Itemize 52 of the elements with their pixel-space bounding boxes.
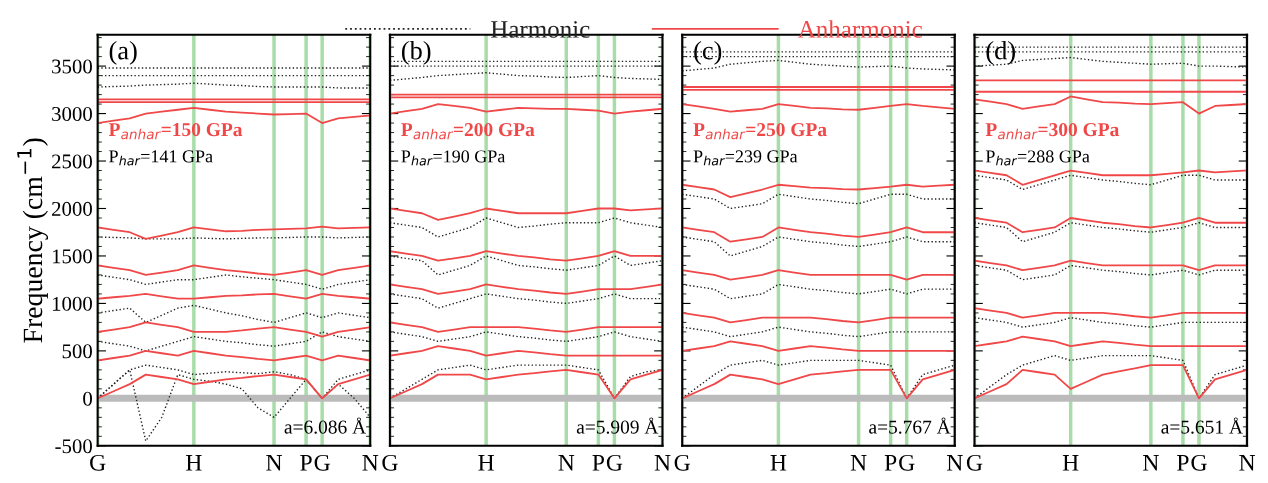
x-tick-label: N xyxy=(266,455,283,471)
x-tick-label: G xyxy=(899,454,915,471)
x-tick-label: P xyxy=(592,455,604,471)
x-tick-label: G xyxy=(382,454,398,471)
x-tick-label: G xyxy=(1191,454,1207,471)
x-tick-label: N xyxy=(654,455,671,471)
x-tick-label: P xyxy=(1177,455,1189,471)
annotation: P$_{har}$=239 GPa xyxy=(693,150,798,166)
y-tick-label: 3000 xyxy=(52,106,92,121)
legend-label: Anharmonic xyxy=(798,20,922,38)
annotation: P$_{anhar}$=150 GPa xyxy=(108,123,243,140)
annotation: (b) xyxy=(401,40,431,65)
x-tick-label: N xyxy=(850,455,867,471)
annotation: a=6.086 Å xyxy=(284,417,367,434)
annotation: (a) xyxy=(109,40,137,65)
annotation: (c) xyxy=(694,40,722,65)
y-tick-label: 1000 xyxy=(52,296,92,311)
annotation: P$_{anhar}$=250 GPa xyxy=(693,123,827,140)
x-tick-label: N xyxy=(946,455,963,471)
annotation: a=5.651 Å xyxy=(1161,417,1243,434)
annotation: P$_{har}$=190 GPa xyxy=(401,150,506,166)
x-tick-label: H xyxy=(1062,455,1079,471)
x-tick-label: H xyxy=(478,455,494,471)
x-tick-label: P xyxy=(884,455,897,471)
y-tick-label: 500 xyxy=(62,344,92,359)
x-tick-label: G xyxy=(674,454,690,471)
y-tick-label: 0 xyxy=(83,391,92,406)
x-tick-label: P xyxy=(300,455,312,471)
x-tick-label: H xyxy=(186,455,202,471)
x-tick-label: G xyxy=(314,454,330,471)
legend-label: Harmonic xyxy=(491,21,590,38)
x-tick-label: N xyxy=(362,455,379,471)
annotation: P$_{anhar}$=300 GPa xyxy=(985,123,1120,140)
y-tick-label: 1500 xyxy=(52,249,92,264)
x-tick-label: G xyxy=(90,454,106,471)
annotation: a=5.767 Å xyxy=(869,417,951,434)
y-axis-title: Frequency (cm$^{−1}$) xyxy=(17,138,49,343)
x-tick-label: G xyxy=(606,454,623,471)
annotation: P$_{har}$=141 GPa xyxy=(109,150,213,166)
y-tick-label: -500 xyxy=(55,439,92,454)
x-tick-label: G xyxy=(966,454,983,471)
annotation: a=5.909 Å xyxy=(576,417,659,434)
annotation: P$_{har}$=288 GPa xyxy=(985,150,1090,166)
x-tick-label: N xyxy=(1143,455,1159,471)
y-tick-label: 3500 xyxy=(52,59,92,74)
x-tick-label: N xyxy=(558,455,575,471)
annotation: P$_{anhar}$=200 GPa xyxy=(401,123,535,140)
annotation: (d) xyxy=(986,40,1015,65)
y-tick-label: 2000 xyxy=(52,201,92,216)
x-tick-label: H xyxy=(770,455,787,471)
y-tick-label: 2500 xyxy=(52,154,92,169)
x-tick-label: N xyxy=(1239,455,1256,471)
